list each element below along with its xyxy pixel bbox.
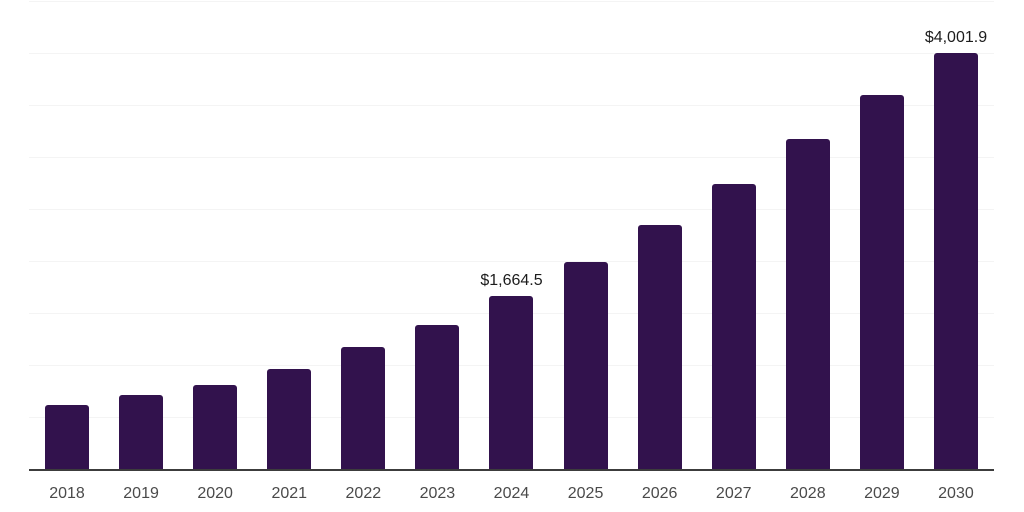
gridline-3000: [29, 157, 994, 159]
bar-2019: [119, 394, 164, 470]
x-tick-label-2030: 2030: [938, 485, 974, 502]
data-label-2030: $4,001.9: [924, 28, 988, 46]
x-axis-line: [29, 468, 994, 471]
x-tick-label-2020: 2020: [197, 485, 233, 502]
gridline-2000: [29, 261, 994, 263]
bar-2020: [193, 384, 238, 470]
gridline-2500: [29, 209, 994, 211]
x-tick-label-2021: 2021: [271, 485, 308, 502]
bar-2030: [933, 52, 978, 470]
x-tick-label-2018: 2018: [49, 485, 85, 502]
x-tick-label-2024: 2024: [493, 485, 530, 502]
bar-2029: [859, 94, 904, 470]
bar-2018: [45, 405, 89, 470]
x-tick-label-2029: 2029: [864, 485, 900, 502]
x-tick-label-2022: 2022: [345, 485, 382, 502]
gridline-4000: [29, 53, 994, 55]
gridline-4500: [29, 1, 994, 2]
bar-2025: [563, 261, 608, 470]
bar-2023: [415, 325, 460, 470]
bar-2026: [637, 224, 682, 470]
x-tick-label-2019: 2019: [123, 485, 159, 502]
gridline-3500: [29, 105, 994, 107]
bar-2021: [267, 368, 312, 470]
x-tick-label-2025: 2025: [567, 485, 604, 502]
bar-2024: [489, 296, 534, 470]
bar-2028: [785, 139, 830, 470]
bar-2027: [711, 183, 756, 470]
x-tick-label-2027: 2027: [715, 485, 752, 502]
x-tick-label-2023: 2023: [419, 485, 456, 502]
bar-2022: [341, 346, 386, 470]
x-tick-label-2026: 2026: [641, 485, 678, 502]
data-label-2024: $1,664.5: [480, 272, 543, 290]
x-tick-label-2028: 2028: [790, 485, 826, 502]
